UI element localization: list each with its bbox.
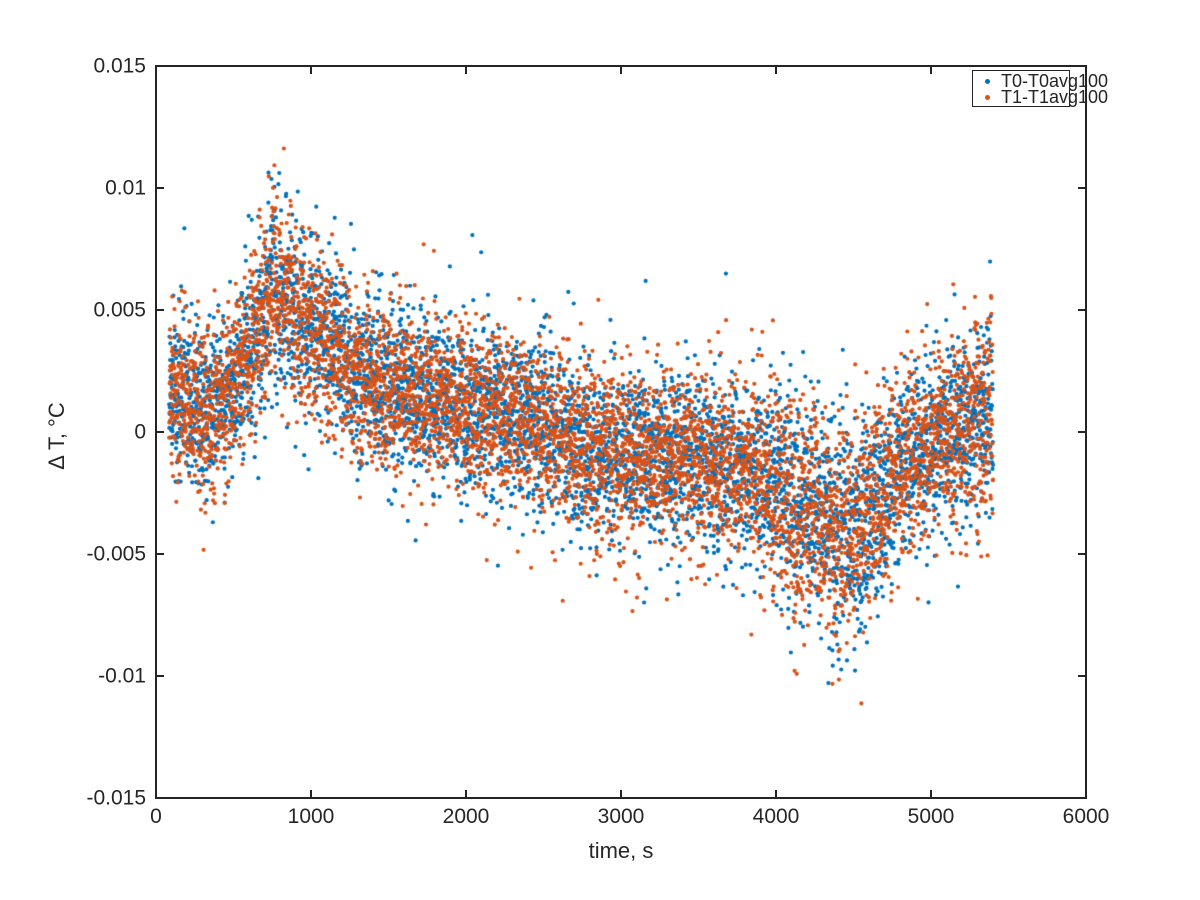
legend-label-t0: T0-T0avg100 <box>1001 71 1109 91</box>
x-tick <box>620 790 622 798</box>
y-tick <box>156 309 164 311</box>
y-tick-mirror <box>1078 187 1086 189</box>
y-tick <box>156 187 164 189</box>
x-tick-mirror <box>1085 66 1087 74</box>
x-tick-label: 1000 <box>287 805 335 828</box>
x-tick <box>775 790 777 798</box>
y-tick-mirror <box>1078 431 1086 433</box>
x-tick <box>310 790 312 798</box>
y-tick-label: -0.005 <box>86 542 146 566</box>
x-tick <box>930 790 932 798</box>
x-tick-label: 4000 <box>752 805 800 828</box>
y-tick-mirror <box>1078 309 1086 311</box>
y-tick-mirror <box>1078 675 1086 677</box>
y-tick <box>156 797 164 799</box>
y-tick-mirror <box>1078 797 1086 799</box>
y-tick <box>156 553 164 555</box>
x-tick <box>155 790 157 798</box>
legend-label-t1: T1-T1avg100 <box>1001 87 1109 107</box>
x-tick-label: 3000 <box>597 805 645 828</box>
y-tick-label: 0 <box>134 420 146 444</box>
x-tick-mirror <box>620 66 622 74</box>
x-tick-label: 2000 <box>442 805 490 828</box>
y-tick-label: -0.015 <box>86 786 146 810</box>
x-tick-mirror <box>465 66 467 74</box>
legend-item-t0: T0-T0avg100 <box>973 72 1108 90</box>
x-axis-label: time, s <box>588 838 654 863</box>
y-tick <box>156 431 164 433</box>
y-tick-label: 0.01 <box>105 176 146 200</box>
y-tick <box>156 65 164 67</box>
y-tick <box>156 675 164 677</box>
x-tick-mirror <box>930 66 932 74</box>
legend-item-t1: T1-T1avg100 <box>973 88 1108 106</box>
y-tick-mirror <box>1078 553 1086 555</box>
y-tick-label: 0.015 <box>93 54 146 78</box>
series-1-marker-icon <box>985 94 990 100</box>
y-tick-label: -0.01 <box>98 664 146 688</box>
x-tick-mirror <box>775 66 777 74</box>
plot-area <box>155 65 1087 799</box>
x-tick-label: 5000 <box>907 805 955 828</box>
x-tick-mirror <box>310 66 312 74</box>
legend: T0-T0avg100 T1-T1avg100 <box>972 70 1108 107</box>
y-axis-label: Δ T, °C <box>44 402 69 470</box>
x-tick <box>465 790 467 798</box>
y-tick-mirror <box>1078 65 1086 67</box>
x-tick-label: 0 <box>150 805 162 828</box>
x-tick-label: 6000 <box>1062 805 1110 828</box>
series-0-marker-icon <box>985 78 990 84</box>
x-tick <box>1085 790 1087 798</box>
y-tick-label: 0.005 <box>93 298 146 322</box>
x-tick-mirror <box>155 66 157 74</box>
